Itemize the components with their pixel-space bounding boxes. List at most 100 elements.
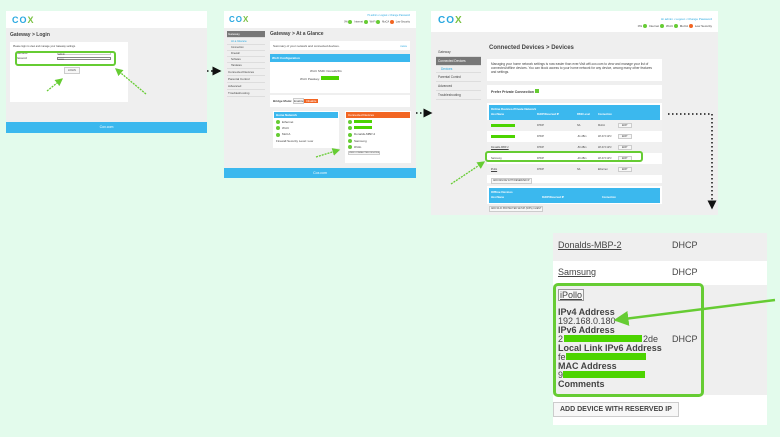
- highlight-box: [553, 283, 704, 397]
- bridge-enable[interactable]: Enable: [293, 98, 305, 104]
- add-reserved-ip-button[interactable]: ADD DEVICE WITH RESERVED IP: [491, 178, 532, 184]
- add-wps-button[interactable]: ADD WI-FI PROTECTED SETUP (WPS) CLIENT: [489, 206, 544, 212]
- wifi-config-header: Wi-Fi Configuration: [270, 54, 410, 62]
- connection: Ethernet: [598, 168, 608, 171]
- device-details: IPv4 Address 192.168.0.180 IPv6 Address 2 2…: [558, 307, 662, 389]
- footer-link[interactable]: Cox.com: [224, 168, 416, 178]
- ip-type: DHCP: [672, 334, 698, 344]
- sidebar-item-advanced[interactable]: Advanced: [436, 82, 481, 91]
- status-bar: 0% Internet Wi-Fi MoCA Low Security: [637, 24, 712, 29]
- offline-devices-header: Offline Devices: [491, 190, 513, 194]
- ip-type: DHCP: [537, 124, 545, 127]
- edit-button[interactable]: EDIT: [618, 145, 632, 150]
- login-button[interactable]: LOGIN: [64, 67, 80, 74]
- connection: Wi-Fi 5 GHz: [598, 146, 612, 149]
- sidebar-item-troubleshooting[interactable]: Troubleshooting: [227, 90, 265, 97]
- highlight-box: [485, 151, 643, 162]
- edit-button[interactable]: EDIT: [618, 123, 632, 128]
- host-name[interactable]: Samsung: [491, 157, 502, 160]
- ssid-value: Donald24G: [326, 69, 342, 73]
- add-reserved-ip-button[interactable]: ADD DEVICE WITH RESERVED IP: [553, 402, 679, 417]
- intro-text: Managing your home network settings is n…: [487, 59, 662, 81]
- home-network-header: Home Network: [274, 112, 338, 118]
- intro-text: Please login to view and manage your Gat…: [13, 45, 76, 48]
- header: COX: [6, 11, 207, 28]
- rssi: NA: [577, 168, 581, 171]
- host-name[interactable]: Donalds-MBP-2: [491, 146, 509, 149]
- device-ipollo-link[interactable]: iPollo: [558, 289, 585, 301]
- password-label: Password: [16, 57, 27, 60]
- connection: MoCA: [598, 124, 605, 127]
- ip-type: DHCP: [537, 157, 545, 160]
- ip-type: DHCP: [537, 135, 545, 138]
- ip-type: DHCP: [672, 240, 698, 250]
- footer-link[interactable]: Cox.com: [6, 122, 207, 133]
- edit-button[interactable]: EDIT: [618, 134, 632, 139]
- ip-type: DHCP: [672, 267, 698, 277]
- bridge-disable[interactable]: Disable: [304, 99, 319, 103]
- table-row: Donalds-MBP-2 DHCP -50 dBm Wi-Fi 5 GHz EDIT: [487, 142, 662, 153]
- sidebar-item-connected-devices[interactable]: Connected Devices: [227, 69, 265, 76]
- ip-type: DHCP: [537, 168, 545, 171]
- sidebar-item-advanced[interactable]: Advanced: [227, 83, 265, 90]
- table-row: DHCP NA MoCA EDIT: [487, 120, 662, 131]
- prefer-private-label: Prefer Private Connection: [491, 90, 534, 94]
- username-label: Username: [16, 52, 28, 55]
- host-name[interactable]: iPollo: [491, 168, 498, 171]
- security-level: Firewall Security Level: Low: [276, 138, 314, 143]
- sidebar: Gateway At a Glance Connection Firewall …: [227, 31, 265, 97]
- sidebar-item-connected-devices[interactable]: Connected Devices: [436, 57, 481, 66]
- bridge-label: Bridge Mode:: [273, 99, 293, 103]
- sidebar-item-troubleshooting[interactable]: Troubleshooting: [436, 91, 481, 100]
- password-input[interactable]: •••••••: [57, 57, 111, 61]
- cox-logo: COX: [12, 15, 35, 25]
- sidebar: Gateway Connected Devices Devices Parent…: [436, 48, 481, 100]
- sidebar-item-gateway[interactable]: Gateway: [436, 48, 481, 57]
- host-name: [491, 123, 537, 128]
- redacted-passkey: [320, 76, 339, 80]
- account-links[interactable]: Hi admin • Logout • Change Password: [367, 14, 410, 17]
- sidebar-item-firewall[interactable]: Firewall: [227, 51, 265, 57]
- rssi: -50 dBm: [577, 146, 587, 149]
- rssi: -61 dBm: [577, 135, 587, 138]
- sidebar-item-devices[interactable]: Devices: [436, 66, 481, 73]
- page-title: Gateway > At a Glance: [270, 31, 324, 37]
- connection: Wi-Fi 5 GHz: [598, 157, 612, 160]
- more-link[interactable]: more: [400, 44, 407, 48]
- ssid-label: Wi-Fi SSID:: [310, 69, 326, 73]
- sidebar-item-software[interactable]: Software: [227, 57, 265, 63]
- view-devices-button[interactable]: VIEW CONNECTED DEVICES: [348, 151, 381, 156]
- sidebar-item-hardware[interactable]: Hardware: [227, 63, 265, 69]
- cox-logo: COX: [229, 15, 250, 24]
- cox-logo: COX: [438, 15, 463, 26]
- sidebar-item-glance[interactable]: At a Glance: [227, 38, 265, 45]
- glance-screenshot: COX Hi admin • Logout • Change Password …: [224, 11, 416, 178]
- device-table: DHCP NA MoCA EDIT DHCP -61 dBm Wi-Fi 5 GHz EDIT…: [487, 120, 662, 175]
- table-row: DHCP -61 dBm Wi-Fi 5 GHz EDIT: [487, 131, 662, 142]
- sidebar-item-parental[interactable]: Parental Control: [436, 73, 481, 82]
- login-screenshot: COX Gateway > Login Please login to view…: [6, 11, 207, 133]
- connected-devices-header: Connected Devices: [346, 112, 410, 118]
- device-detail-screenshot: Donalds-MBP-2 DHCP Samsung DHCP iPollo I…: [553, 233, 767, 425]
- rssi: -46 dBm: [577, 157, 587, 160]
- sidebar-item-parental[interactable]: Parental Control: [227, 76, 265, 83]
- account-links[interactable]: Hi admin • Logout • Change Password: [661, 17, 712, 21]
- ip-type: DHCP: [537, 146, 545, 149]
- device-name-link[interactable]: Donalds-MBP-2: [558, 240, 622, 250]
- summary-text: Summary of your network and connected de…: [273, 44, 340, 48]
- host-name: [491, 134, 537, 139]
- table-row: iPollo DHCP NA Ethernet EDIT: [487, 164, 662, 175]
- highlight-box: [15, 51, 116, 66]
- sidebar-item-gateway[interactable]: Gateway: [227, 31, 265, 38]
- status-bar: 0% Internet Wi-Fi MoCA Low Security: [344, 20, 410, 24]
- prefer-private-checkbox[interactable]: [534, 89, 539, 93]
- rssi: NA: [577, 124, 581, 127]
- sidebar-item-connection[interactable]: Connection: [227, 45, 265, 51]
- device-name-link[interactable]: Samsung: [558, 267, 597, 277]
- devices-screenshot: COX Hi admin • Logout • Change Password …: [431, 11, 718, 215]
- page-title: Connected Devices > Devices: [489, 45, 574, 51]
- page-title: Gateway > Login: [10, 32, 50, 38]
- edit-button[interactable]: EDIT: [618, 167, 632, 172]
- online-devices-header: Online Devices-Private Network: [491, 107, 537, 111]
